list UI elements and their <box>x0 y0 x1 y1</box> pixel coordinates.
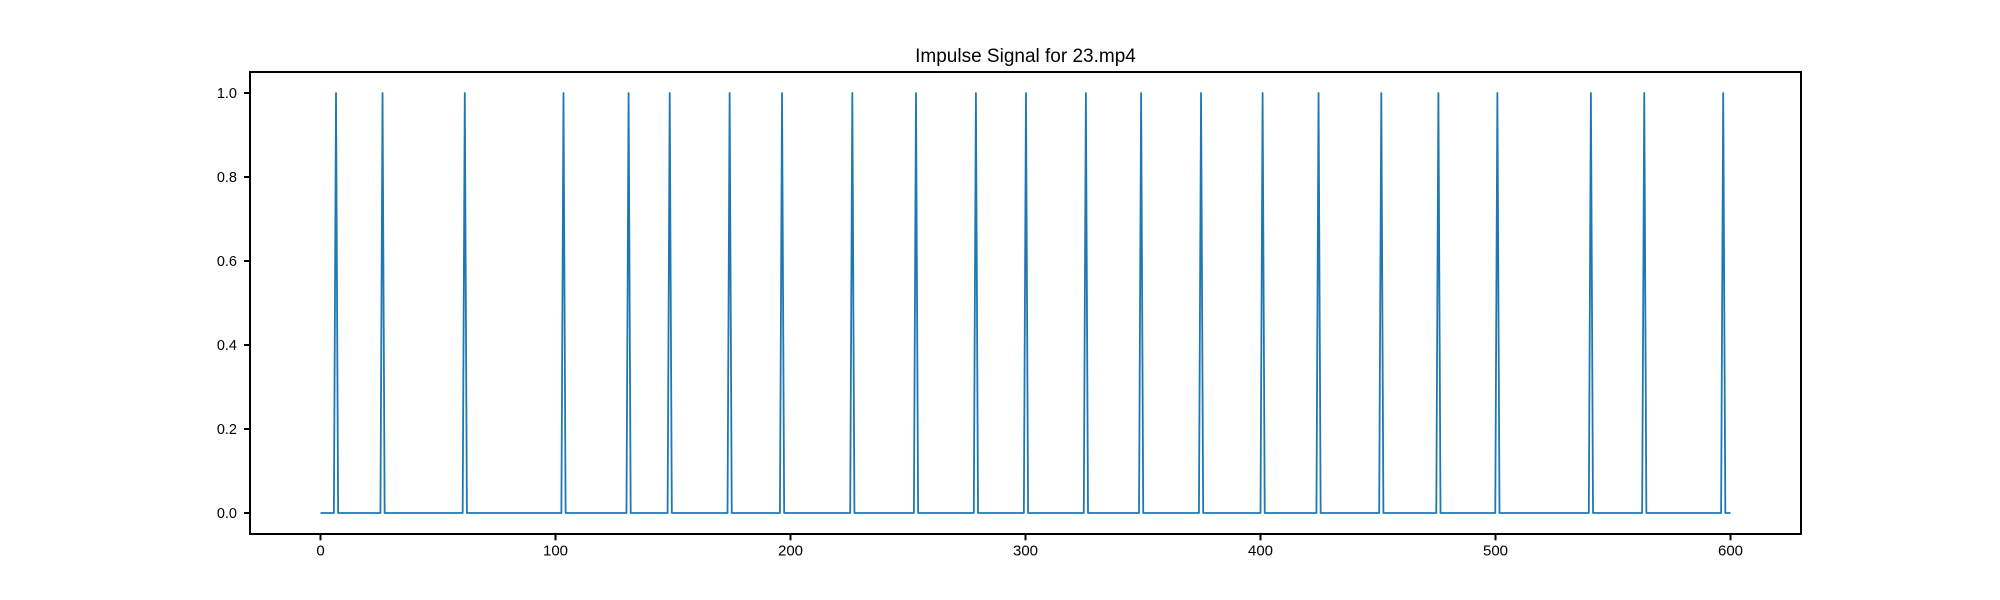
svg-text:500: 500 <box>1483 542 1508 559</box>
svg-text:400: 400 <box>1248 542 1273 559</box>
svg-text:600: 600 <box>1718 542 1743 559</box>
svg-text:0.6: 0.6 <box>217 254 237 270</box>
svg-text:100: 100 <box>543 542 568 559</box>
svg-text:200: 200 <box>778 542 803 559</box>
svg-text:0.4: 0.4 <box>217 338 237 354</box>
svg-text:0.8: 0.8 <box>217 170 237 186</box>
svg-text:300: 300 <box>1013 542 1038 559</box>
svg-text:0.0: 0.0 <box>217 506 237 522</box>
svg-text:0: 0 <box>316 542 324 559</box>
svg-text:1.0: 1.0 <box>217 86 237 102</box>
svg-text:0.2: 0.2 <box>217 422 237 438</box>
